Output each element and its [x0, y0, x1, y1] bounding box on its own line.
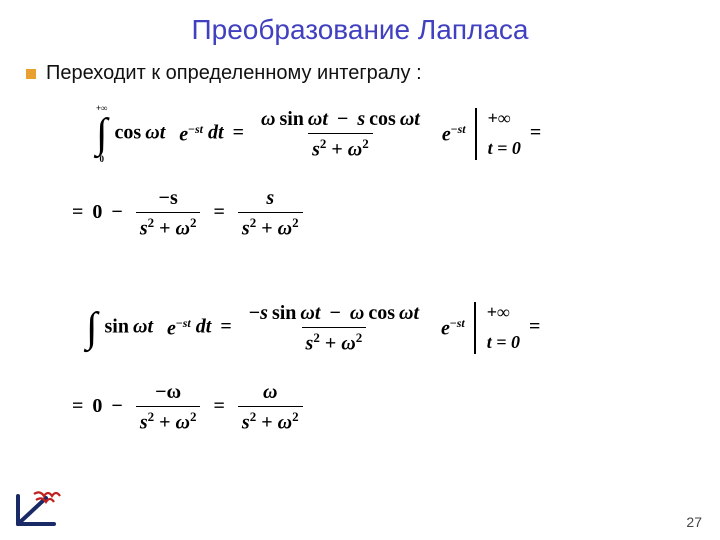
equation-1-line-2: = 0 − −s s2 + ω2 = s s2 + ω2: [72, 186, 307, 241]
page-number: 27: [686, 514, 702, 530]
equation-2-line-1: ∫ sinωt e−st dt = −ssinωt − ωcosωt s2 + …: [86, 298, 540, 358]
equation-2-line-2: = 0 − −ω s2 + ω2 = ω s2 + ω2: [72, 380, 307, 435]
bullet-text: Переходит к определенному интегралу :: [46, 62, 422, 85]
slide-title: Преобразование Лапласа: [0, 14, 720, 46]
equation-1-line-1: +∞ ∫ 0 cosωt e−st dt = ωsinωt − scosωt s…: [96, 104, 541, 164]
bullet-square-icon: [26, 69, 36, 79]
bullet-line: Переходит к определенному интегралу :: [26, 62, 422, 85]
logo-icon: [14, 488, 62, 530]
